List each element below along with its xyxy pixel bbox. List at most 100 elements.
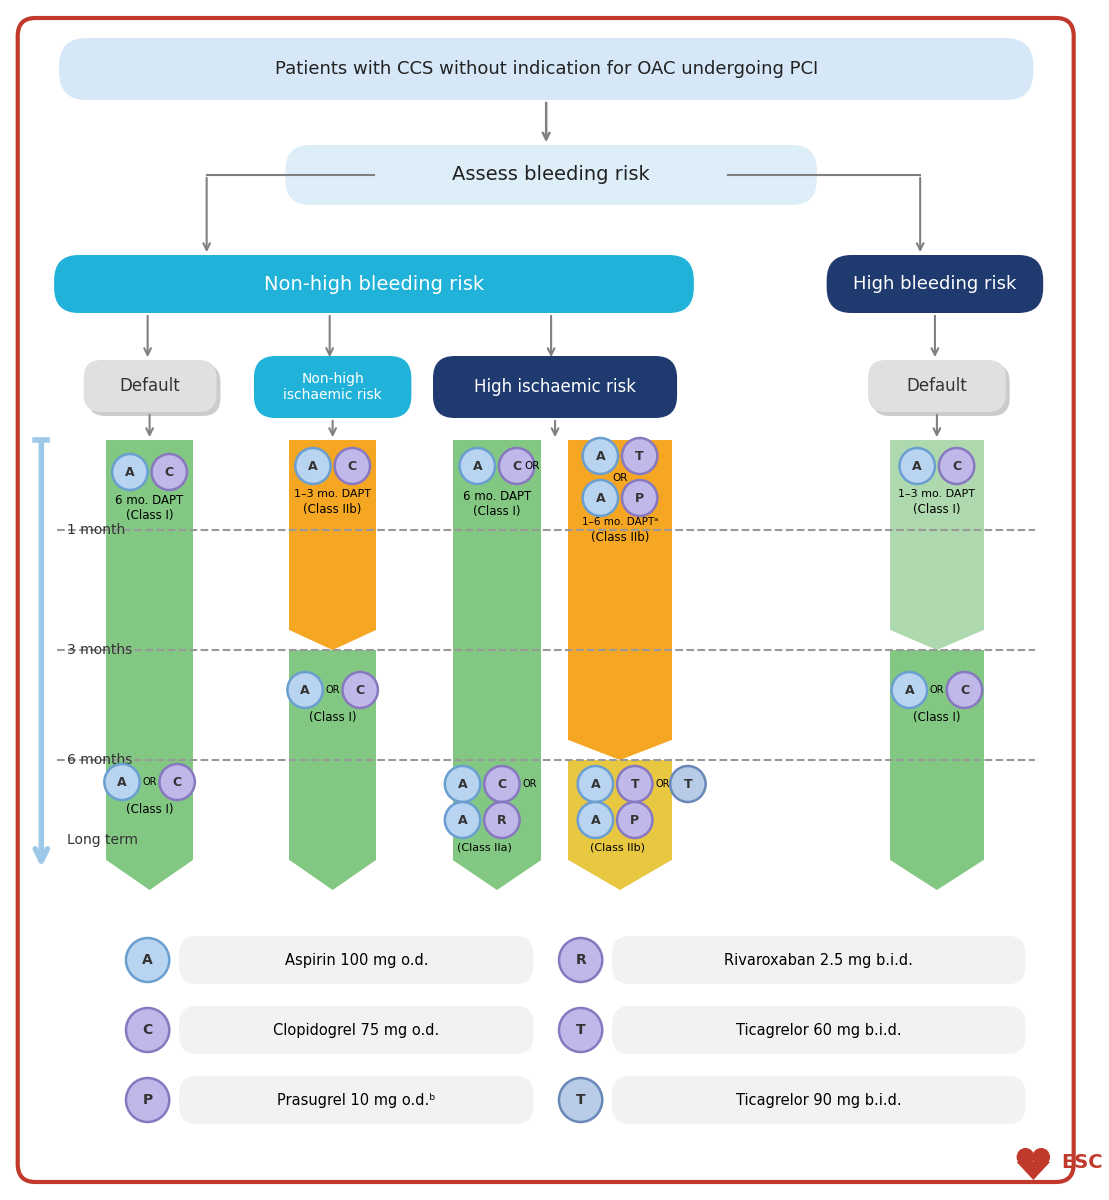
FancyBboxPatch shape — [59, 38, 1034, 100]
Text: P: P — [142, 1093, 153, 1106]
Circle shape — [622, 480, 658, 516]
Text: C: C — [960, 684, 969, 696]
Text: C: C — [497, 778, 507, 791]
Circle shape — [578, 766, 613, 802]
Text: T: T — [576, 1093, 586, 1106]
Text: A: A — [458, 814, 467, 827]
Text: A: A — [905, 684, 914, 696]
Text: A: A — [308, 460, 318, 473]
FancyBboxPatch shape — [54, 254, 694, 313]
Polygon shape — [568, 860, 672, 890]
Polygon shape — [106, 440, 193, 860]
Polygon shape — [289, 860, 376, 890]
Text: 1 month: 1 month — [67, 523, 125, 538]
Text: Aspirin 100 mg o.d.: Aspirin 100 mg o.d. — [285, 953, 428, 967]
Text: A: A — [142, 953, 153, 967]
Text: OR: OR — [522, 779, 537, 790]
Text: A: A — [472, 460, 482, 473]
Polygon shape — [568, 760, 672, 860]
Circle shape — [126, 1008, 170, 1052]
Circle shape — [559, 938, 602, 982]
Text: (Class I): (Class I) — [309, 712, 356, 725]
Text: (Class I): (Class I) — [913, 504, 960, 516]
Text: (Class I): (Class I) — [474, 505, 521, 518]
Text: P: P — [630, 814, 639, 827]
Text: Long term: Long term — [67, 833, 138, 847]
Text: A: A — [301, 684, 309, 696]
Polygon shape — [891, 650, 984, 860]
FancyBboxPatch shape — [83, 360, 216, 412]
Text: C: C — [165, 466, 174, 479]
Text: (Class I): (Class I) — [125, 510, 173, 522]
Text: C: C — [142, 1022, 153, 1037]
Circle shape — [617, 766, 652, 802]
FancyBboxPatch shape — [612, 1006, 1026, 1054]
Text: Default: Default — [119, 377, 180, 395]
Circle shape — [112, 454, 147, 490]
Circle shape — [485, 766, 520, 802]
Text: 6 mo. DAPT: 6 mo. DAPT — [115, 493, 184, 506]
Text: Assess bleeding risk: Assess bleeding risk — [452, 166, 650, 185]
Circle shape — [160, 764, 195, 800]
Text: 1–3 mo. DAPT: 1–3 mo. DAPT — [294, 490, 372, 499]
Text: A: A — [591, 778, 600, 791]
Text: A: A — [118, 775, 126, 788]
Text: R: R — [576, 953, 586, 967]
Text: High ischaemic risk: High ischaemic risk — [474, 378, 637, 396]
FancyBboxPatch shape — [18, 18, 1074, 1182]
Text: P: P — [635, 492, 644, 504]
Text: (Class IIb): (Class IIb) — [304, 504, 362, 516]
Circle shape — [485, 802, 520, 838]
Circle shape — [559, 1078, 602, 1122]
Text: High bleeding risk: High bleeding risk — [853, 275, 1017, 293]
Text: (Class IIb): (Class IIb) — [591, 532, 649, 545]
Polygon shape — [891, 860, 984, 890]
Text: OR: OR — [325, 685, 339, 695]
Text: OR: OR — [612, 473, 628, 482]
Text: A: A — [596, 450, 606, 462]
Text: A: A — [913, 460, 922, 473]
FancyBboxPatch shape — [872, 364, 1009, 416]
Text: OR: OR — [142, 778, 156, 787]
Text: ESC: ESC — [1061, 1152, 1102, 1171]
Polygon shape — [289, 630, 376, 650]
Text: (Class IIb): (Class IIb) — [590, 842, 644, 853]
Text: Ticagrelor 90 mg b.i.d.: Ticagrelor 90 mg b.i.d. — [736, 1092, 902, 1108]
Circle shape — [892, 672, 927, 708]
FancyBboxPatch shape — [285, 145, 817, 205]
Circle shape — [1017, 1148, 1035, 1166]
Text: OR: OR — [525, 461, 540, 470]
Circle shape — [152, 454, 187, 490]
Polygon shape — [568, 740, 672, 760]
Text: (Class IIa): (Class IIa) — [457, 842, 511, 853]
Polygon shape — [1017, 1162, 1050, 1180]
Text: Clopidogrel 75 mg o.d.: Clopidogrel 75 mg o.d. — [273, 1022, 439, 1038]
Text: C: C — [512, 460, 521, 473]
Text: 3 months: 3 months — [67, 643, 132, 658]
Text: OR: OR — [655, 779, 670, 790]
Polygon shape — [289, 440, 376, 630]
Text: (Class I): (Class I) — [125, 804, 173, 816]
FancyBboxPatch shape — [180, 1006, 533, 1054]
Text: A: A — [458, 778, 467, 791]
Circle shape — [445, 802, 480, 838]
FancyBboxPatch shape — [180, 1076, 533, 1124]
FancyBboxPatch shape — [433, 356, 678, 418]
Text: C: C — [356, 684, 365, 696]
Text: 1–6 mo. DAPTᵃ: 1–6 mo. DAPTᵃ — [582, 517, 658, 527]
Text: Non-high
ischaemic risk: Non-high ischaemic risk — [283, 372, 381, 402]
Circle shape — [617, 802, 652, 838]
FancyBboxPatch shape — [180, 936, 533, 984]
Circle shape — [899, 448, 935, 484]
Text: Default: Default — [906, 377, 967, 395]
Text: A: A — [591, 814, 600, 827]
FancyBboxPatch shape — [612, 1076, 1026, 1124]
Circle shape — [622, 438, 658, 474]
Text: Rivaroxaban 2.5 mg b.i.d.: Rivaroxaban 2.5 mg b.i.d. — [724, 953, 913, 967]
FancyBboxPatch shape — [612, 936, 1026, 984]
Circle shape — [1032, 1148, 1050, 1166]
Circle shape — [104, 764, 140, 800]
Circle shape — [335, 448, 370, 484]
Text: T: T — [683, 778, 692, 791]
Polygon shape — [106, 860, 193, 890]
